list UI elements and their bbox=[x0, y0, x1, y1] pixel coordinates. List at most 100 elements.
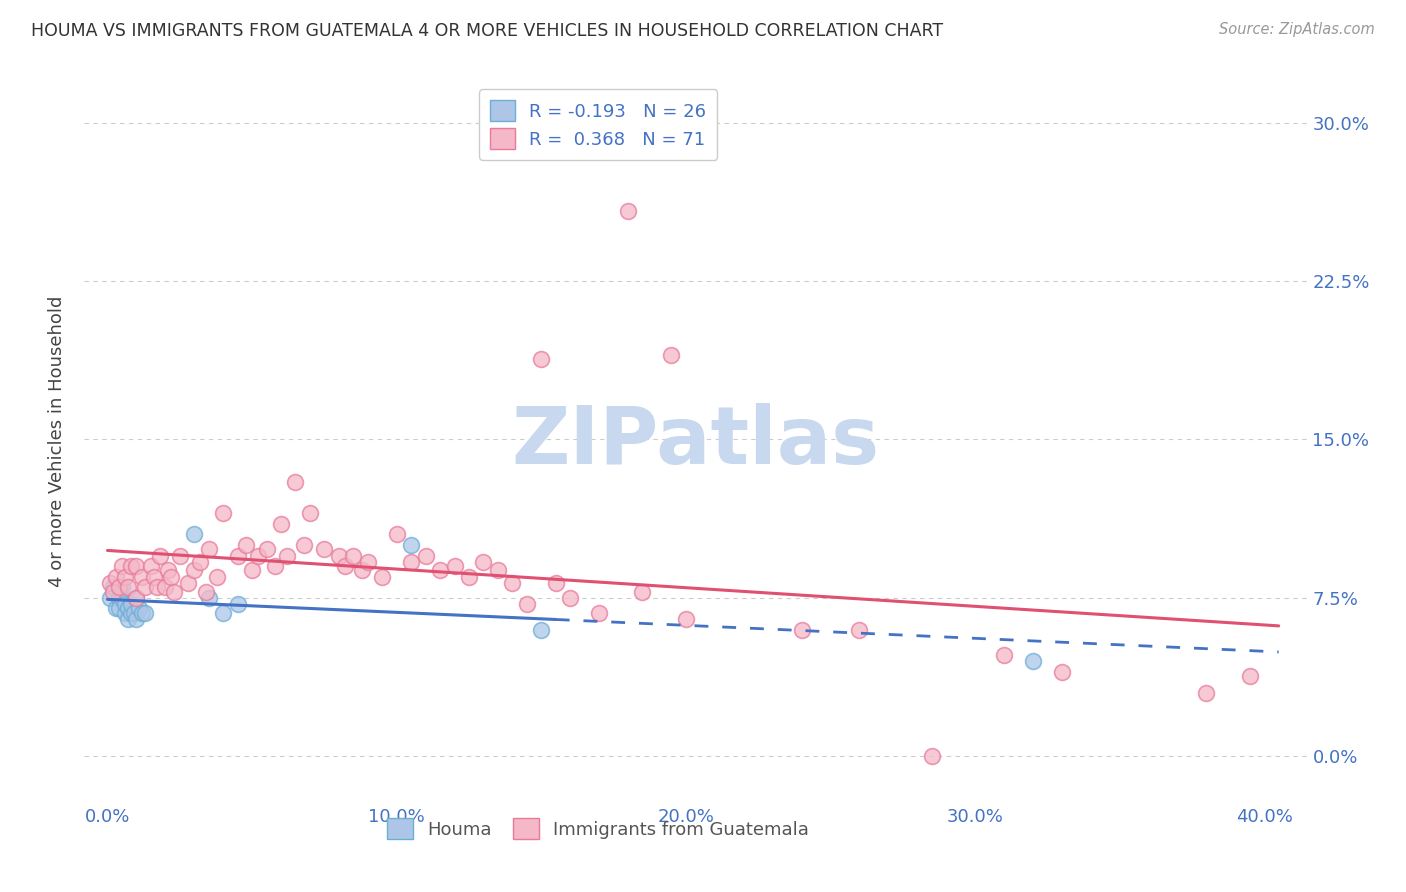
Point bbox=[114, 597, 136, 611]
Point bbox=[617, 204, 640, 219]
Y-axis label: 4 or more Vehicles in Household: 4 or more Vehicles in Household bbox=[48, 296, 66, 587]
Point bbox=[993, 648, 1015, 662]
Point bbox=[111, 559, 134, 574]
Point bbox=[246, 549, 269, 563]
Point bbox=[240, 563, 263, 577]
Point bbox=[207, 570, 229, 584]
Point bbox=[276, 549, 298, 563]
Point bbox=[1022, 654, 1045, 668]
Point bbox=[134, 580, 156, 594]
Point bbox=[114, 606, 136, 620]
Point bbox=[197, 591, 219, 605]
Point bbox=[235, 538, 257, 552]
Point bbox=[160, 570, 183, 584]
Point bbox=[183, 563, 205, 577]
Point bbox=[120, 597, 142, 611]
Point bbox=[183, 527, 205, 541]
Point bbox=[472, 555, 495, 569]
Point bbox=[661, 348, 683, 362]
Point bbox=[125, 591, 148, 605]
Point bbox=[501, 576, 523, 591]
Point bbox=[197, 542, 219, 557]
Point bbox=[790, 623, 813, 637]
Point bbox=[333, 559, 356, 574]
Point bbox=[125, 559, 148, 574]
Point bbox=[270, 516, 292, 531]
Point bbox=[1195, 686, 1218, 700]
Point bbox=[142, 570, 165, 584]
Point bbox=[264, 559, 287, 574]
Point bbox=[848, 623, 870, 637]
Point bbox=[399, 555, 422, 569]
Legend: Houma, Immigrants from Guatemala: Houma, Immigrants from Guatemala bbox=[378, 809, 818, 848]
Point bbox=[128, 601, 150, 615]
Point bbox=[108, 591, 131, 605]
Point bbox=[100, 591, 122, 605]
Text: Source: ZipAtlas.com: Source: ZipAtlas.com bbox=[1219, 22, 1375, 37]
Point bbox=[108, 601, 131, 615]
Point bbox=[292, 538, 315, 552]
Point bbox=[399, 538, 422, 552]
Point bbox=[117, 580, 139, 594]
Point bbox=[212, 507, 235, 521]
Text: HOUMA VS IMMIGRANTS FROM GUATEMALA 4 OR MORE VEHICLES IN HOUSEHOLD CORRELATION C: HOUMA VS IMMIGRANTS FROM GUATEMALA 4 OR … bbox=[31, 22, 943, 40]
Point bbox=[145, 580, 167, 594]
Point bbox=[588, 606, 610, 620]
Point bbox=[177, 576, 200, 591]
Point bbox=[131, 606, 153, 620]
Point bbox=[357, 555, 380, 569]
Point bbox=[134, 606, 156, 620]
Point bbox=[108, 580, 131, 594]
Point bbox=[117, 601, 139, 615]
Point bbox=[560, 591, 582, 605]
Point bbox=[100, 576, 122, 591]
Point bbox=[148, 549, 170, 563]
Point bbox=[155, 580, 177, 594]
Point bbox=[122, 606, 145, 620]
Point bbox=[139, 559, 162, 574]
Point bbox=[212, 606, 235, 620]
Point bbox=[516, 597, 538, 611]
Point bbox=[120, 606, 142, 620]
Point bbox=[114, 570, 136, 584]
Point bbox=[443, 559, 465, 574]
Point bbox=[163, 584, 186, 599]
Point bbox=[486, 563, 509, 577]
Point bbox=[226, 597, 249, 611]
Point bbox=[544, 576, 567, 591]
Point bbox=[631, 584, 654, 599]
Text: ZIPatlas: ZIPatlas bbox=[512, 402, 880, 481]
Point bbox=[105, 570, 128, 584]
Point bbox=[169, 549, 191, 563]
Point bbox=[256, 542, 278, 557]
Point bbox=[131, 570, 153, 584]
Point bbox=[117, 612, 139, 626]
Point bbox=[105, 601, 128, 615]
Point bbox=[103, 580, 125, 594]
Point bbox=[125, 612, 148, 626]
Point bbox=[921, 749, 943, 764]
Point bbox=[226, 549, 249, 563]
Point bbox=[111, 580, 134, 594]
Point bbox=[194, 584, 217, 599]
Point bbox=[298, 507, 321, 521]
Point bbox=[429, 563, 451, 577]
Point bbox=[415, 549, 437, 563]
Point bbox=[350, 563, 373, 577]
Point bbox=[371, 570, 394, 584]
Point bbox=[530, 623, 553, 637]
Point bbox=[125, 591, 148, 605]
Point bbox=[530, 352, 553, 367]
Point bbox=[1050, 665, 1073, 679]
Point bbox=[675, 612, 697, 626]
Point bbox=[385, 527, 408, 541]
Point bbox=[314, 542, 336, 557]
Point bbox=[458, 570, 481, 584]
Point bbox=[103, 584, 125, 599]
Point bbox=[342, 549, 364, 563]
Point bbox=[328, 549, 350, 563]
Point bbox=[157, 563, 180, 577]
Point bbox=[188, 555, 211, 569]
Point bbox=[111, 591, 134, 605]
Point bbox=[284, 475, 307, 489]
